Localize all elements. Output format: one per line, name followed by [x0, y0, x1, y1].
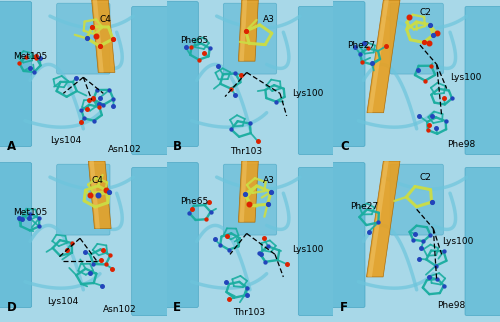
FancyBboxPatch shape	[132, 6, 168, 155]
Polygon shape	[92, 0, 115, 72]
Polygon shape	[88, 161, 111, 229]
FancyBboxPatch shape	[298, 6, 335, 155]
Text: C2: C2	[420, 173, 432, 182]
Polygon shape	[367, 0, 400, 113]
FancyBboxPatch shape	[224, 3, 276, 74]
Polygon shape	[368, 0, 389, 113]
FancyBboxPatch shape	[0, 2, 32, 147]
Polygon shape	[238, 161, 258, 222]
Text: Phe65: Phe65	[180, 36, 208, 45]
Text: A: A	[6, 140, 16, 153]
Text: Met105: Met105	[14, 208, 48, 217]
FancyBboxPatch shape	[465, 167, 500, 316]
Text: Phe27: Phe27	[346, 41, 375, 50]
Text: Lys100: Lys100	[442, 237, 473, 246]
Text: Met105: Met105	[14, 52, 48, 61]
Text: Lys100: Lys100	[292, 245, 323, 254]
FancyBboxPatch shape	[332, 2, 365, 147]
Polygon shape	[238, 0, 258, 61]
FancyBboxPatch shape	[56, 164, 110, 235]
Text: Lys104: Lys104	[50, 136, 81, 145]
Text: Thr103: Thr103	[230, 147, 262, 156]
FancyBboxPatch shape	[332, 163, 365, 308]
Text: Thr103: Thr103	[234, 308, 266, 317]
FancyBboxPatch shape	[390, 3, 444, 74]
Polygon shape	[90, 161, 100, 229]
Polygon shape	[366, 161, 400, 277]
Text: B: B	[174, 140, 182, 153]
Text: Phe98: Phe98	[436, 301, 465, 310]
Text: Phe98: Phe98	[446, 140, 475, 149]
Text: Asn102: Asn102	[108, 145, 142, 154]
Text: Lys104: Lys104	[46, 297, 78, 306]
Text: A3: A3	[264, 15, 275, 24]
FancyBboxPatch shape	[298, 167, 335, 316]
Text: C4: C4	[92, 176, 104, 185]
Text: C2: C2	[420, 8, 432, 17]
FancyBboxPatch shape	[390, 164, 444, 235]
Text: D: D	[6, 301, 16, 314]
FancyBboxPatch shape	[224, 164, 276, 235]
FancyBboxPatch shape	[132, 167, 168, 316]
Text: Phe65: Phe65	[180, 197, 208, 206]
FancyBboxPatch shape	[0, 163, 32, 308]
Text: C: C	[340, 140, 349, 153]
Text: Lys100: Lys100	[292, 89, 323, 98]
Text: E: E	[174, 301, 182, 314]
FancyBboxPatch shape	[165, 163, 198, 308]
Polygon shape	[368, 161, 389, 277]
FancyBboxPatch shape	[465, 6, 500, 155]
FancyBboxPatch shape	[165, 2, 198, 147]
Text: F: F	[340, 301, 348, 314]
Text: C4: C4	[100, 15, 112, 24]
Polygon shape	[240, 0, 247, 61]
FancyBboxPatch shape	[56, 3, 110, 74]
Text: Lys100: Lys100	[450, 73, 482, 82]
Text: A3: A3	[264, 176, 275, 185]
Text: Asn102: Asn102	[104, 305, 137, 314]
Polygon shape	[93, 0, 104, 72]
Polygon shape	[240, 161, 247, 222]
Text: Phe27: Phe27	[350, 202, 378, 211]
